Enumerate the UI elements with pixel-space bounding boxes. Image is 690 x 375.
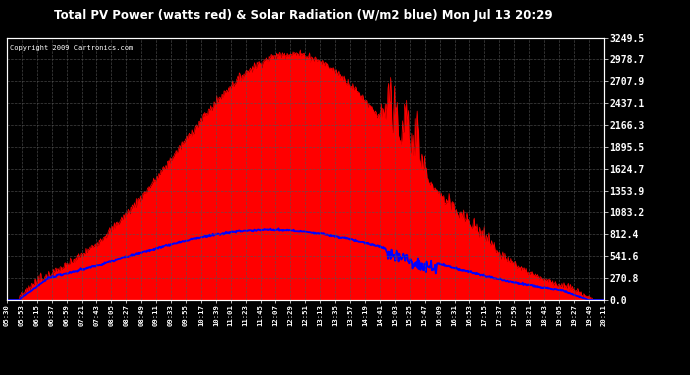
Text: Copyright 2009 Cartronics.com: Copyright 2009 Cartronics.com: [10, 45, 133, 51]
Text: Total PV Power (watts red) & Solar Radiation (W/m2 blue) Mon Jul 13 20:29: Total PV Power (watts red) & Solar Radia…: [55, 9, 553, 22]
